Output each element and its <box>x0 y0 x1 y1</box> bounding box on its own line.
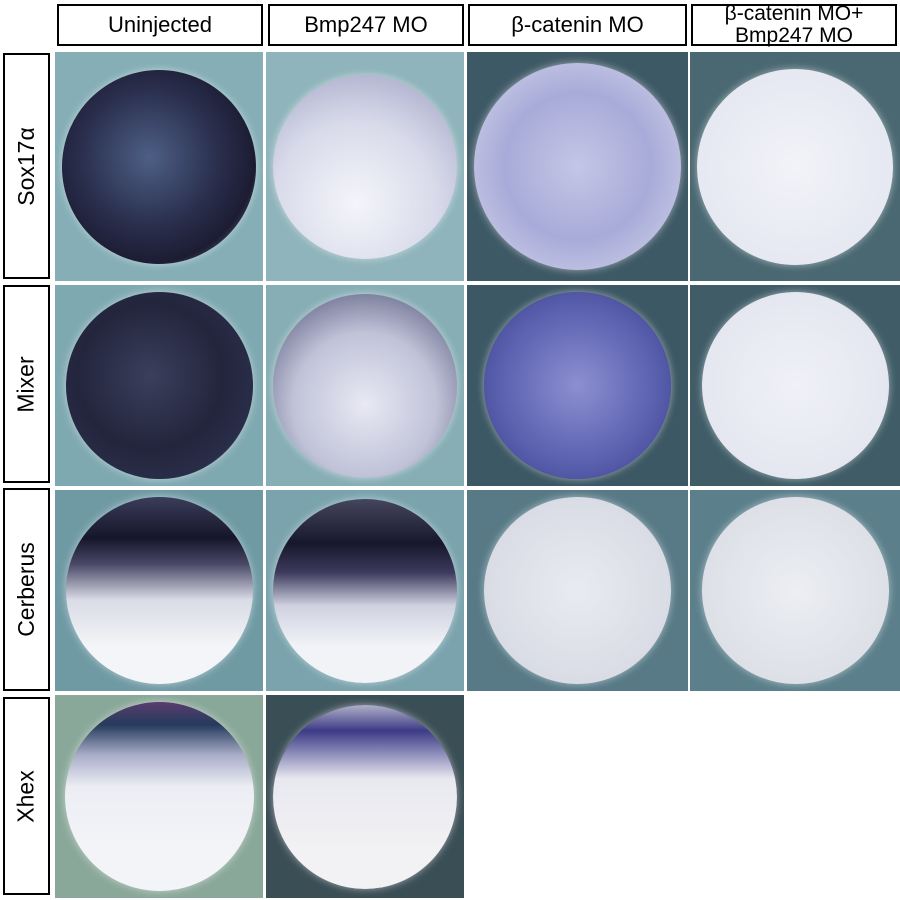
embryo-image <box>474 63 681 270</box>
row-label: Xhex <box>13 769 39 823</box>
embryo-image <box>697 68 893 265</box>
embryo-panel <box>55 52 263 281</box>
row-header-xhex: Xhex <box>3 697 50 895</box>
embryo-panel <box>690 285 900 486</box>
row-header-mixer: Mixer <box>3 285 50 483</box>
row-header-sox17a: Sox17α <box>3 53 50 279</box>
row-label: Cerberus <box>13 542 40 637</box>
row-header-cerberus: Cerberus <box>3 488 50 691</box>
row-label: Sox17α <box>13 126 40 206</box>
embryo-image <box>65 292 253 479</box>
embryo-image <box>65 497 253 684</box>
embryo-image <box>64 702 254 891</box>
embryo-image <box>273 74 457 259</box>
embryo-panel <box>266 52 464 281</box>
embryo-panel <box>690 490 900 691</box>
embryo-image <box>62 69 256 264</box>
embryo-image <box>484 292 671 479</box>
embryo-image <box>273 293 457 478</box>
embryo-panel <box>266 490 464 691</box>
row-label: Mixer <box>13 355 40 413</box>
embryo-image <box>701 292 889 479</box>
embryo-panel <box>55 285 263 486</box>
embryo-panel <box>266 695 464 898</box>
column-header-uninjected: Uninjected <box>57 4 263 46</box>
embryo-panel <box>690 52 900 281</box>
embryo-panel <box>467 285 688 486</box>
embryo-panel <box>467 52 688 281</box>
embryo-panel <box>55 490 263 691</box>
embryo-panel <box>266 285 464 486</box>
column-header-beta-catenin-bmp247-mo: β-catenin MO+ Bmp247 MO <box>691 3 897 47</box>
embryo-panel <box>467 490 688 691</box>
embryo-image <box>701 497 889 684</box>
column-header-bmp247-mo: Bmp247 MO <box>268 4 464 46</box>
embryo-image <box>273 498 457 683</box>
column-header-beta-catenin-mo: β-catenin MO <box>468 4 687 46</box>
embryo-image <box>484 497 671 684</box>
embryo-image <box>273 704 457 889</box>
embryo-panel <box>55 695 263 898</box>
